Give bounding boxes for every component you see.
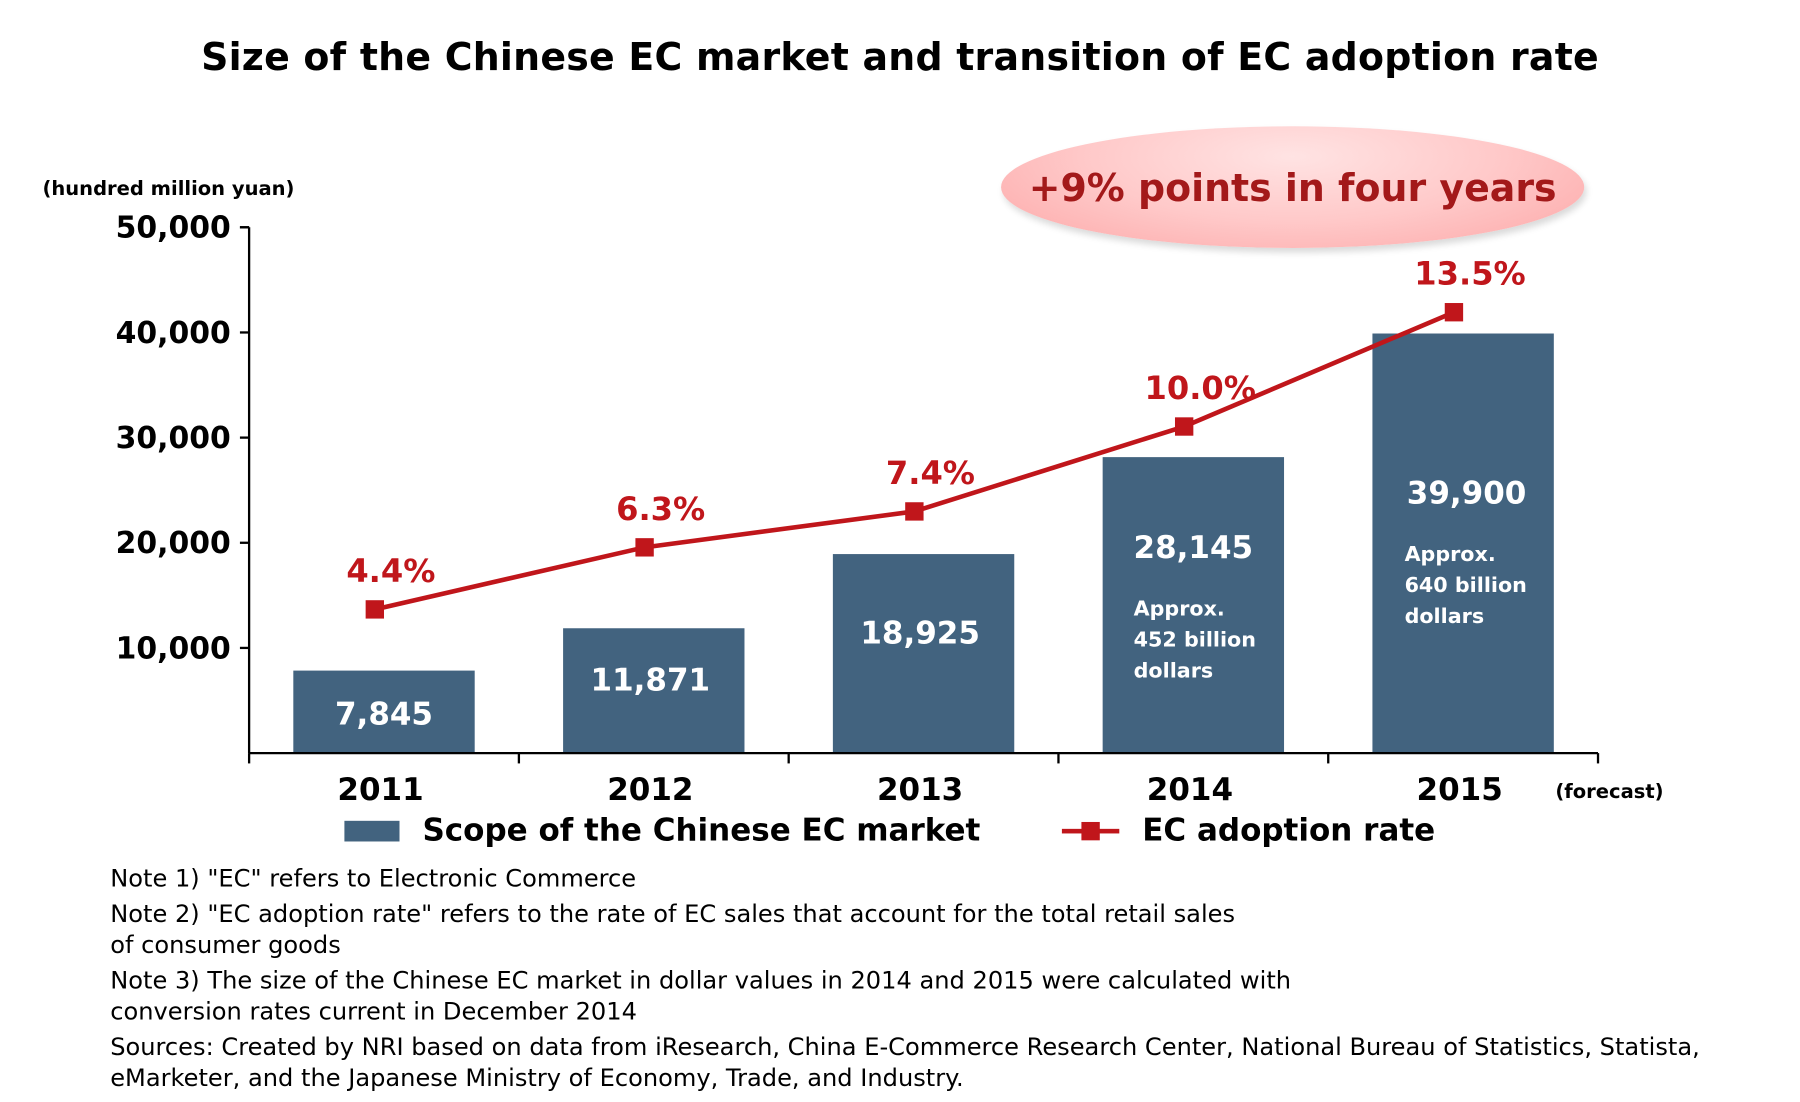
callout-text: +9% points in four years: [1028, 164, 1557, 210]
note-3: Note 3) The size of the Chinese EC marke…: [110, 966, 1292, 1026]
bar-value-label: 28,145: [1134, 530, 1254, 566]
footnotes: Note 1) "EC" refers to Electronic Commer…: [110, 863, 1740, 1098]
legend-bar-swatch: [344, 820, 400, 841]
bar-value-label: 7,845: [335, 696, 433, 732]
bar-value-label: 39,900: [1407, 475, 1527, 511]
legend-item-market: Scope of the Chinese EC market: [344, 812, 981, 849]
bar-2012: [563, 628, 745, 754]
rate-value-label: 10.0%: [1145, 369, 1256, 407]
bar-2013: [832, 554, 1015, 754]
note-1: Note 1) "EC" refers to Electronic Commer…: [110, 864, 637, 892]
bar-2015: [1372, 333, 1554, 754]
legend-item-rate: EC adoption rate: [1061, 812, 1436, 849]
y-tick-label: 50,000: [116, 211, 231, 246]
bar-dollar-note: 640 billion: [1405, 573, 1527, 597]
y-axis-unit-label: (hundred million yuan): [42, 177, 295, 201]
rate-marker-2013: [905, 502, 924, 521]
legend-line-swatch: [1061, 819, 1120, 842]
callout-bubble: +9% points in four years: [1001, 126, 1585, 248]
sources: Sources: Created by NRI based on data fr…: [110, 1033, 1700, 1092]
bar-value-label: 18,925: [860, 615, 980, 651]
chart-title: Size of the Chinese EC market and transi…: [201, 34, 1599, 80]
x-forecast-label: (forecast): [1555, 780, 1663, 803]
x-tick-label: 2015: [1417, 772, 1503, 808]
rate-marker-2011: [365, 600, 385, 619]
rate-marker-2014: [1174, 417, 1194, 436]
combo-chart: 10,000 20,000 30,000 40,000 50,000 2011 2012 20…: [116, 211, 1664, 809]
bar-dollar-note: Approx.: [1134, 597, 1225, 621]
bar-2014: [1102, 457, 1285, 754]
bar-dollar-note: dollars: [1134, 659, 1214, 683]
y-tick-label: 20,000: [116, 526, 231, 561]
rate-value-label: 13.5%: [1414, 255, 1525, 293]
legend-label-market: Scope of the Chinese EC market: [422, 812, 981, 849]
legend-label-rate: EC adoption rate: [1142, 812, 1436, 849]
rate-value-label: 6.3%: [616, 490, 705, 528]
y-tick-label: 30,000: [116, 421, 231, 456]
x-tick-label: 2013: [877, 772, 963, 808]
bar-dollar-note: Approx.: [1405, 542, 1496, 566]
bar-dollar-note: dollars: [1405, 604, 1485, 628]
bar-value-label: 11,871: [591, 663, 711, 699]
rate-value-label: 7.4%: [886, 454, 975, 492]
rate-marker-2012: [635, 538, 654, 557]
x-tick-label: 2011: [337, 772, 423, 808]
rate-marker-2015: [1444, 303, 1464, 322]
y-tick-label: 10,000: [116, 631, 231, 666]
bar-2011: [293, 670, 475, 754]
bar-dollar-note: 452 billion: [1134, 628, 1256, 652]
note-2: Note 2) "EC adoption rate" refers to the…: [110, 900, 1236, 959]
x-tick-label: 2014: [1147, 772, 1233, 808]
rate-value-label: 4.4%: [346, 552, 435, 590]
y-tick-label: 40,000: [116, 316, 231, 351]
x-tick-label: 2012: [607, 772, 693, 808]
